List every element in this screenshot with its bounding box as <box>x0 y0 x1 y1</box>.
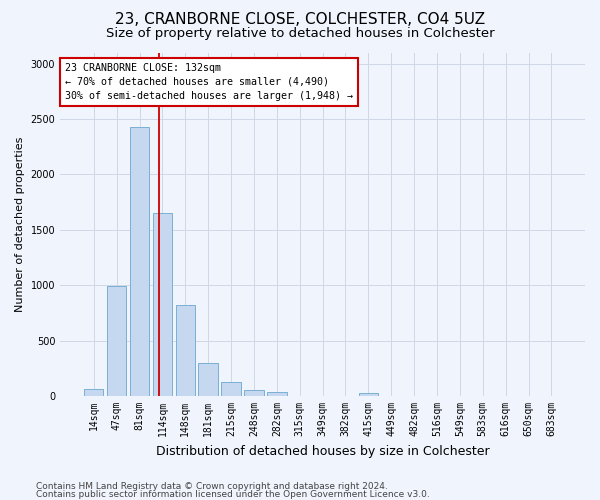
Text: 23 CRANBORNE CLOSE: 132sqm
← 70% of detached houses are smaller (4,490)
30% of s: 23 CRANBORNE CLOSE: 132sqm ← 70% of deta… <box>65 63 353 101</box>
Bar <box>130 127 149 396</box>
Text: Contains public sector information licensed under the Open Government Licence v3: Contains public sector information licen… <box>36 490 430 499</box>
Bar <box>244 390 263 396</box>
Bar <box>359 392 378 396</box>
Bar <box>152 213 172 396</box>
Bar <box>176 305 195 396</box>
Y-axis label: Number of detached properties: Number of detached properties <box>15 136 25 312</box>
Bar <box>107 286 127 396</box>
Text: 23, CRANBORNE CLOSE, COLCHESTER, CO4 5UZ: 23, CRANBORNE CLOSE, COLCHESTER, CO4 5UZ <box>115 12 485 28</box>
Bar <box>221 382 241 396</box>
Bar <box>267 392 287 396</box>
Text: Size of property relative to detached houses in Colchester: Size of property relative to detached ho… <box>106 28 494 40</box>
X-axis label: Distribution of detached houses by size in Colchester: Distribution of detached houses by size … <box>156 444 490 458</box>
Bar <box>199 363 218 396</box>
Text: Contains HM Land Registry data © Crown copyright and database right 2024.: Contains HM Land Registry data © Crown c… <box>36 482 388 491</box>
Bar <box>84 390 103 396</box>
